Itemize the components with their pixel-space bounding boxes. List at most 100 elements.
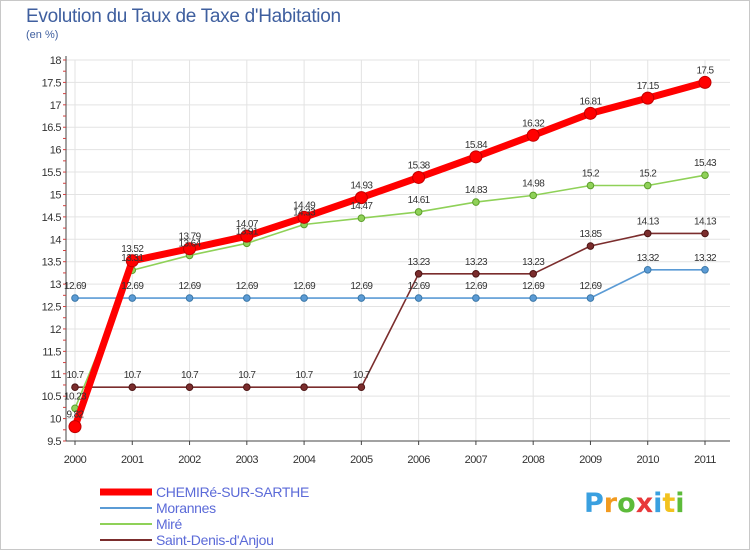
data-label-saint-denis: 14.13 [694,216,717,227]
line-chart: 9.5 10 10.5 11 11.5 12 12.5 13 13.5 14 14.5 15 15.5 1… [42,55,730,466]
y-tick-label: 9.5 [47,436,61,448]
data-label-saint-denis: 10.7 [66,370,84,381]
y-tick-label: 12 [50,324,62,336]
series-line-chemire [71,78,709,431]
y-tick-label: 12.5 [42,302,62,314]
data-point-saint-denis [71,383,79,392]
data-label-chemire: 17.5 [696,65,714,76]
logo-letter: t [662,488,676,519]
data-point-saint-denis [529,270,537,278]
data-label-morannes: 12.69 [293,281,316,292]
data-point-mire [357,214,366,223]
data-label-saint-denis: 10.7 [124,370,142,381]
data-label-chemire: 13.52 [121,244,144,255]
data-point-chemire [297,210,311,224]
legend-swatch-morannes [100,507,152,509]
x-tick-label: 2009 [579,454,602,466]
y-tick-label: 13.5 [42,257,62,269]
data-label-chemire: 16.81 [579,96,602,107]
data-label-mire: 14.98 [522,178,545,189]
data-label-chemire: 13.79 [179,232,202,243]
series-line-saint-denis [74,232,706,389]
data-label-mire: 15.43 [694,158,717,169]
data-label-mire: 13.31 [121,253,144,264]
data-point-saint-denis [414,270,423,278]
x-tick-label: 2007 [465,454,488,466]
data-point-mire [472,198,480,206]
data-label-mire: 15.2 [639,169,657,180]
data-point-saint-denis [701,229,709,238]
data-label-morannes: 12.69 [579,281,602,292]
data-point-chemire [641,91,655,105]
data-point-morannes [529,294,537,302]
legend-swatch-saint-denis [100,539,152,541]
data-label-morannes: 12.69 [465,281,488,292]
data-point-saint-denis [472,270,480,278]
logo-letter: o [617,488,636,519]
data-label-morannes: 13.32 [694,253,717,264]
x-tick-label: 2008 [522,454,545,466]
data-point-mire [701,171,709,179]
y-tick-label: 11 [51,369,62,381]
legend-label-morannes: Morannes [156,500,216,516]
data-point-mire [529,191,537,200]
data-point-chemire [125,254,139,268]
data-point-morannes [414,294,423,302]
data-label-mire: 13.91 [236,226,259,237]
y-tick-label: 16.5 [42,122,62,134]
y-tick-label: 18 [50,55,62,67]
data-label-morannes: 12.69 [522,281,545,292]
data-label-saint-denis: 10.7 [181,370,199,381]
x-tick-label: 2011 [694,454,716,466]
legend-swatch-mire [100,523,152,525]
data-label-chemire: 14.49 [293,200,316,211]
data-point-chemire [412,170,426,184]
data-label-saint-denis: 10.7 [353,370,371,381]
x-tick-label: 2001 [121,454,144,466]
x-tick-label: 2002 [178,454,201,466]
data-point-morannes [71,294,79,302]
data-label-mire: 13.64 [179,238,202,249]
data-point-saint-denis [586,242,595,250]
x-tick-label: 2003 [236,454,259,466]
data-label-mire: 15.2 [582,169,600,180]
logo-letter: x [635,488,654,519]
data-label-saint-denis: 13.23 [408,257,431,268]
data-label-chemire: 14.07 [236,219,259,230]
logo-letter: r [603,488,618,519]
y-tick-label: 15.5 [42,167,62,179]
data-label-morannes: 12.69 [121,281,144,292]
data-point-saint-denis [243,383,251,392]
chart-title: Evolution du Taux de Taxe d'Habitation [26,6,341,27]
data-label-chemire: 15.38 [408,160,431,171]
y-tick-label: 13 [50,279,62,291]
data-point-morannes [357,294,366,302]
data-label-saint-denis: 14.13 [637,216,660,227]
legend-label-mire: Miré [156,516,183,532]
data-point-chemire [240,229,254,243]
data-point-saint-denis [128,383,137,392]
data-point-chemire [68,420,82,434]
data-point-chemire [354,191,368,205]
data-label-morannes: 12.69 [179,281,202,292]
data-point-saint-denis [185,383,194,392]
data-point-saint-denis [643,229,652,238]
y-tick-label: 14 [50,234,62,246]
logo-letter: i [675,488,685,519]
x-tick-label: 2005 [350,454,373,466]
data-label-chemire: 16.32 [522,118,545,129]
y-tick-label: 16 [50,145,62,157]
y-tick-label: 11.5 [42,346,61,358]
y-tick-label: 17 [50,100,62,112]
y-tick-label: 14.5 [42,212,62,224]
data-label-mire: 14.83 [465,185,488,196]
data-label-saint-denis: 13.85 [579,229,602,240]
x-tick-label: 2004 [293,454,316,466]
data-point-chemire [583,106,597,120]
series-line-mire [74,174,706,410]
data-point-mire [414,208,423,216]
y-tick-label: 17.5 [42,77,62,89]
data-point-morannes [243,294,251,302]
data-label-morannes: 12.69 [236,281,259,292]
data-label-chemire: 17.15 [637,81,660,92]
